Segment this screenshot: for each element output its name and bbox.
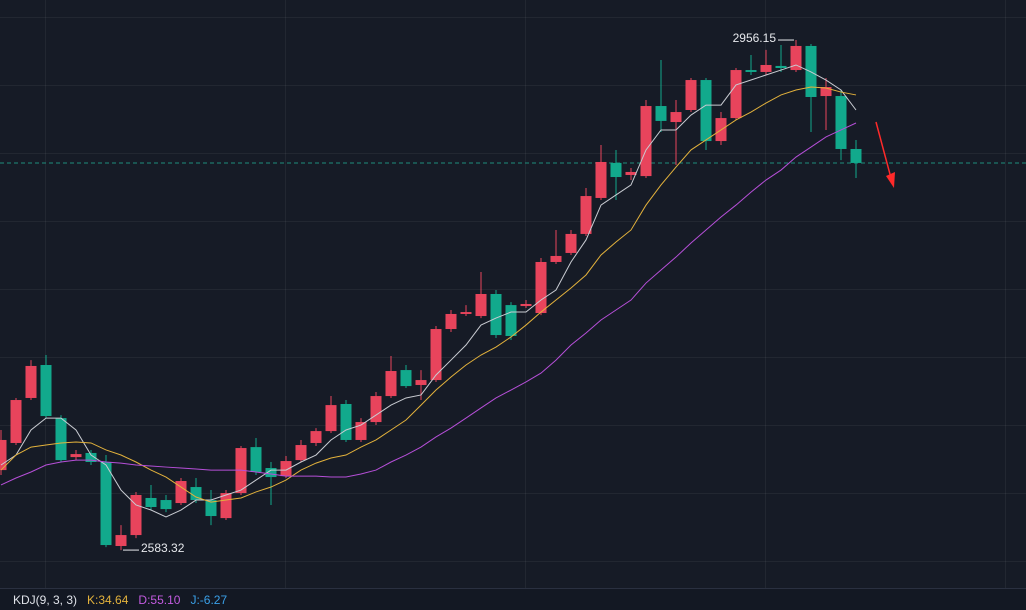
candle-body (580, 196, 592, 234)
plot-area: 2956.15 2583.32 (0, 0, 1026, 588)
candle-body (685, 80, 697, 110)
ma-line (0, 86, 857, 503)
candle-body (160, 500, 172, 510)
candle-body (460, 312, 472, 314)
trend-arrow-head (886, 172, 895, 188)
candle-body (310, 431, 322, 443)
candle-body (70, 454, 82, 458)
candle-body (265, 468, 277, 478)
candle-body (595, 161, 607, 198)
candle-body (10, 400, 22, 443)
candle-body (835, 96, 847, 149)
candle-body (430, 329, 442, 381)
candle-body (280, 461, 292, 477)
candle-body (250, 447, 262, 472)
candle-body (115, 535, 127, 546)
candle-body (415, 380, 427, 385)
candle-body (700, 80, 712, 142)
min-label: 2583.32 (141, 541, 185, 555)
candle-body (55, 418, 67, 461)
candle-body (85, 452, 97, 462)
candle-body (520, 303, 532, 307)
candle-body (190, 487, 202, 501)
candle-body (535, 261, 547, 314)
candle-body (760, 64, 772, 72)
candle-body (640, 106, 652, 177)
candle-body (610, 162, 622, 178)
candle-body (475, 294, 487, 317)
candle-body (565, 233, 577, 253)
candle-body (100, 462, 112, 546)
candle-body (790, 45, 802, 71)
candle-body (505, 305, 517, 336)
candle-body (0, 439, 7, 471)
candle-body (130, 494, 142, 536)
candle-body (490, 294, 502, 336)
indicator-value: K:34.64 (87, 592, 129, 607)
indicator-value: J:-6.27 (190, 592, 228, 607)
chart: 2956.15 2583.32 (0, 31, 1026, 555)
candle-body (205, 500, 217, 517)
candle-body (40, 365, 52, 417)
candle-body (820, 87, 832, 97)
ma-line (0, 122, 857, 486)
indicator-value: D:55.10 (138, 592, 181, 607)
candle-body (385, 371, 397, 397)
candle-body (370, 396, 382, 423)
candle-body (220, 493, 232, 519)
candle-body (355, 422, 367, 440)
candle-body (295, 445, 307, 461)
candle-body (145, 497, 157, 508)
candle-body (325, 405, 337, 432)
candle-body (25, 365, 37, 398)
candle-body (775, 65, 787, 68)
candle-body (445, 313, 457, 330)
candle-body (550, 255, 562, 262)
candle-body (625, 171, 637, 175)
candle-body (175, 481, 187, 504)
candle-body (655, 106, 667, 121)
candle-body (340, 403, 352, 440)
indicator-bar: KDJ(9, 3, 3) K:34.64 D:55.10 J:-6.27 (0, 588, 1026, 610)
ma-line (0, 64, 857, 518)
candle-body (670, 112, 682, 123)
candle-body (400, 370, 412, 387)
candle-body (745, 70, 757, 72)
candle-body (730, 70, 742, 119)
candle-body (850, 148, 862, 163)
max-label: 2956.15 (733, 31, 777, 45)
trend-arrow (875, 121, 892, 179)
indicator-name: KDJ(9, 3, 3) (13, 592, 78, 607)
